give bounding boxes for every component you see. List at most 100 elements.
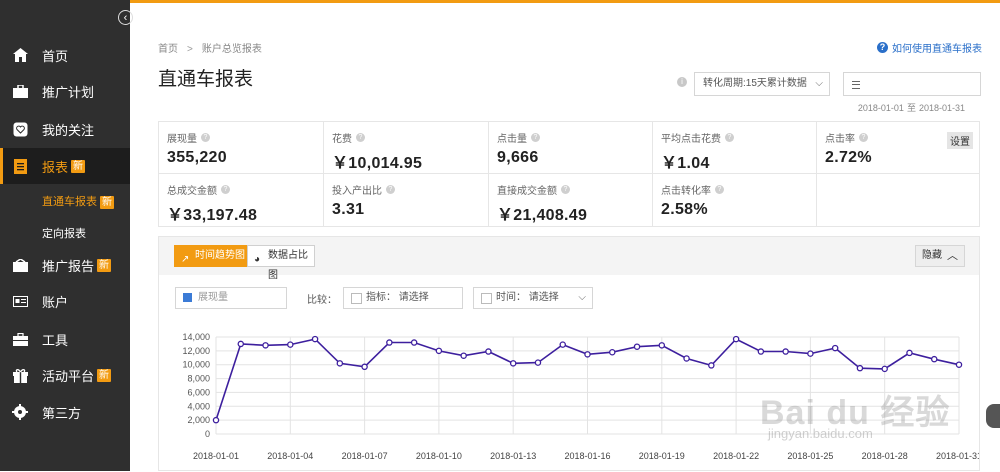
line-chart-icon: ↗	[181, 254, 190, 265]
kpi-value: ￥1.04	[661, 155, 710, 172]
data-point	[262, 342, 269, 349]
sidebar-item-plans[interactable]: 推广计划	[0, 73, 130, 109]
sidebar-subitem-label: 定向报表	[42, 228, 86, 240]
data-point	[757, 348, 765, 355]
kpi-total-gmv[interactable]: 总成交金额? ￥33,197.48	[159, 174, 324, 226]
question-icon[interactable]: ?	[859, 133, 868, 142]
kpi-value: ￥33,197.48	[167, 207, 258, 224]
data-point	[559, 341, 566, 348]
hide-button[interactable]: 隐藏 ︿	[915, 245, 965, 267]
sidebar-item-label: 首页	[42, 48, 69, 64]
new-badge: 新	[71, 159, 86, 173]
data-point	[485, 348, 492, 355]
sidebar-item-reports[interactable]: 报表 新	[0, 148, 130, 184]
date-range-text: 2018-01-01 至 2018-01-31	[858, 101, 965, 114]
data-point	[386, 339, 393, 346]
compare-time-select[interactable]: 时间： 请选择 ⌵	[473, 287, 593, 309]
conversion-period-value: 转化周期:15天累计数据	[703, 78, 807, 89]
kpi-label: 总成交金额	[167, 186, 217, 197]
question-icon: ?	[877, 42, 888, 53]
sidebar-item-promo-report[interactable]: 推广报告 新	[0, 247, 130, 283]
new-badge: 新	[100, 196, 114, 209]
question-icon[interactable]: ?	[561, 185, 570, 194]
y-tick-label: 2,000	[187, 415, 210, 425]
checkbox[interactable]	[351, 293, 362, 304]
kpi-label: 直接成交金额	[497, 186, 557, 197]
sidebar-subitem-targeting-report[interactable]: 定向报表	[42, 225, 86, 241]
toolbox-icon	[12, 331, 28, 347]
compare-label: 比较：	[307, 295, 337, 306]
impressions-line-chart: 0 2,000 4,000 6,000 8,000 10,000 12,000 14,000 2…	[182, 332, 979, 461]
breadcrumb-home[interactable]: 首页	[158, 44, 178, 55]
metric-selector[interactable]: 展现量	[175, 287, 287, 309]
x-tick-label: 2018-01-22	[713, 451, 759, 461]
kpi-value: ￥10,014.95	[332, 155, 423, 172]
question-icon[interactable]: ?	[221, 185, 230, 194]
y-tick-label: 10,000	[182, 360, 210, 370]
sidebar-item-follow[interactable]: 我的关注	[0, 111, 130, 147]
question-icon[interactable]: ?	[201, 133, 210, 142]
sidebar-item-tools[interactable]: 工具	[0, 321, 130, 357]
data-point	[708, 362, 715, 369]
checkbox[interactable]	[481, 293, 492, 304]
kpi-avg-cpc[interactable]: 平均点击花费? ￥1.04	[653, 122, 817, 174]
data-point	[906, 349, 913, 357]
tab-time-trend[interactable]: ↗ 时间趋势图	[174, 245, 247, 267]
kpi-label: 平均点击花费	[661, 134, 721, 145]
data-point	[509, 360, 517, 367]
kpi-value: 9,666	[497, 149, 539, 166]
x-tick-label: 2018-01-13	[490, 451, 536, 461]
kpi-cost[interactable]: 花费? ￥10,014.95	[324, 122, 489, 174]
question-icon[interactable]: ?	[715, 185, 724, 194]
kpi-clicks[interactable]: 点击量? 9,666	[489, 122, 653, 174]
sidebar-item-label: 报表	[42, 159, 69, 175]
data-point	[881, 365, 888, 373]
tab-label: 数据占比图	[268, 250, 308, 281]
tab-data-share[interactable]: ◕ 数据占比图	[247, 245, 315, 281]
chevron-left-icon[interactable]: ‹	[118, 10, 133, 25]
conversion-period-select[interactable]: 转化周期:15天累计数据 ⌵	[694, 72, 830, 96]
watermark: Bai du 经验	[760, 394, 951, 432]
help-link-label: 如何使用直通车报表	[892, 44, 982, 55]
kpi-ctr[interactable]: 点击率? 2.72% 设置	[817, 122, 979, 174]
y-tick-label: 14,000	[182, 332, 210, 342]
hide-button-label: 隐藏	[922, 250, 942, 261]
data-point	[287, 341, 294, 348]
series-color-swatch	[183, 293, 192, 302]
sidebar-subitem-ztc-report[interactable]: 直通车报表新	[42, 193, 114, 209]
briefcase-icon	[12, 83, 28, 99]
question-icon[interactable]: ?	[725, 133, 734, 142]
date-end: 2018-01-31	[918, 103, 965, 113]
data-point	[311, 335, 319, 343]
kpi-impressions[interactable]: 展现量? 355,220	[159, 122, 324, 174]
kpi-direct-gmv[interactable]: 直接成交金额? ￥21,408.49	[489, 174, 653, 226]
data-point	[584, 351, 591, 358]
kpi-value: 2.58%	[661, 201, 708, 218]
x-tick-label: 2018-01-01	[193, 451, 239, 461]
date-start: 2018-01-01	[857, 103, 904, 113]
date-range-input[interactable]	[843, 72, 981, 96]
data-point	[807, 350, 814, 357]
question-icon[interactable]: ?	[531, 133, 540, 142]
question-icon[interactable]: ?	[356, 133, 365, 142]
sidebar-item-account[interactable]: 账户	[0, 283, 130, 319]
kpi-roi[interactable]: 投入产出比? 3.31	[324, 174, 489, 226]
sidebar-item-activities[interactable]: 活动平台 新	[0, 357, 130, 393]
side-float-button[interactable]	[986, 404, 1000, 428]
help-link[interactable]: ? 如何使用直通车报表	[877, 40, 982, 55]
data-point	[782, 348, 789, 355]
id-card-icon	[12, 293, 28, 309]
kpi-cvr[interactable]: 点击转化率? 2.58%	[653, 174, 817, 226]
settings-button[interactable]: 设置	[947, 132, 973, 149]
x-tick-label: 2018-01-04	[267, 451, 313, 461]
question-icon[interactable]: ?	[386, 185, 395, 194]
compare-time-placeholder: 时间： 请选择	[496, 292, 559, 303]
pie-chart-icon: ◕	[254, 254, 261, 265]
compare-metric-select[interactable]: 指标： 请选择	[343, 287, 463, 309]
data-point	[237, 340, 245, 348]
sidebar-item-third-party[interactable]: 第三方	[0, 394, 130, 430]
data-point	[460, 352, 467, 359]
sidebar-item-home[interactable]: 首页	[0, 37, 130, 73]
info-icon[interactable]: i	[677, 77, 687, 87]
data-point	[435, 347, 443, 355]
